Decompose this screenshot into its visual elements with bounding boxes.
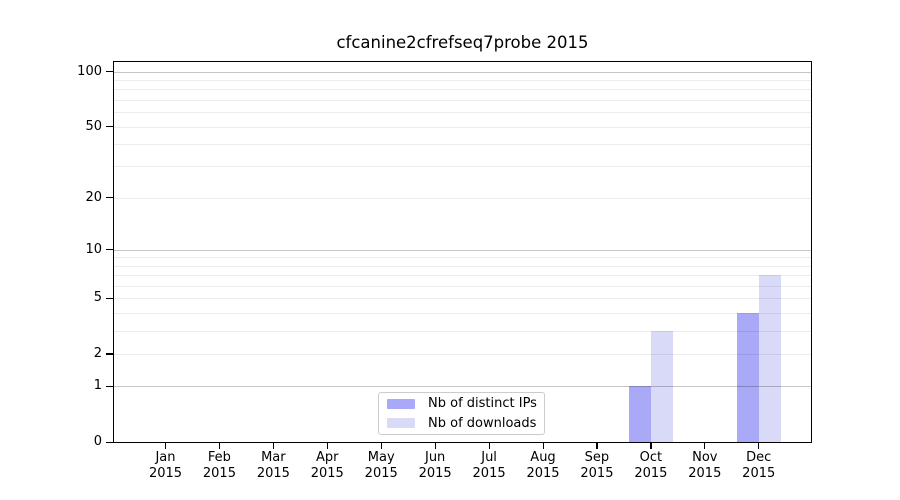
legend-label-distinct-ips: Nb of distinct IPs	[428, 396, 537, 412]
x-tick-label: Jul 2015	[447, 450, 531, 482]
x-tick	[542, 443, 544, 449]
gridline-minor	[114, 144, 811, 146]
legend-label-downloads: Nb of downloads	[428, 415, 537, 431]
x-tick	[434, 443, 436, 449]
x-tick-year: 2015	[310, 466, 344, 481]
legend-swatch-downloads	[387, 418, 415, 429]
x-tick-month: Oct	[639, 450, 663, 465]
y-tick	[106, 297, 113, 299]
x-tick-month: Aug	[530, 450, 556, 465]
gridline-minor	[114, 275, 811, 277]
x-tick-year: 2015	[634, 466, 668, 481]
y-tick-label: 20	[85, 189, 102, 205]
x-tick	[488, 443, 490, 449]
x-tick-month: Jun	[424, 450, 446, 465]
x-tick-label: Oct 2015	[609, 450, 693, 482]
x-tick	[596, 443, 598, 449]
gridline-minor	[114, 285, 811, 287]
y-tick	[106, 126, 113, 128]
x-tick	[380, 443, 382, 449]
x-tick-year: 2015	[148, 466, 183, 481]
legend-item-downloads: Nb of downloads	[379, 415, 544, 432]
y-tick-label: 100	[77, 63, 102, 79]
x-tick-month: Feb	[207, 450, 231, 465]
legend-item-distinct-ips: Nb of distinct IPs	[379, 395, 544, 412]
legend: Nb of distinct IPs Nb of downloads	[378, 392, 545, 435]
gridline-minor	[114, 298, 811, 300]
x-tick	[272, 443, 275, 449]
x-tick	[650, 443, 652, 449]
gridline-major	[114, 386, 811, 388]
y-tick-label: 2	[93, 345, 102, 361]
x-tick	[165, 443, 167, 449]
y-tick-label: 0	[93, 434, 102, 449]
gridline-minor	[114, 265, 811, 267]
x-tick-year: 2015	[364, 466, 398, 481]
gridline-major	[114, 71, 811, 73]
y-tick	[106, 71, 113, 73]
x-tick-month: Apr	[316, 450, 339, 465]
gridline-minor	[114, 353, 811, 355]
gridline-minor	[114, 330, 811, 332]
x-tick-month: May	[367, 450, 395, 465]
y-tick	[106, 353, 113, 355]
x-tick-year: 2015	[580, 466, 614, 481]
x-tick-label: Dec 2015	[717, 450, 801, 482]
x-tick-month: Nov	[692, 450, 718, 465]
bar-downloads-dec	[758, 275, 781, 442]
x-tick-month: Dec	[746, 450, 772, 465]
gridline-minor	[114, 312, 811, 314]
x-tick-label: May 2015	[339, 450, 423, 482]
chart-title: cfcanine2cfrefseq7probe 2015	[336, 33, 589, 52]
legend-swatch-distinct-ips	[387, 398, 415, 409]
x-tick-label: Jan 2015	[124, 450, 208, 482]
x-tick-year: 2015	[202, 466, 236, 481]
gridline-minor	[114, 197, 811, 199]
y-tick	[106, 197, 113, 199]
x-tick-month: Mar	[261, 450, 286, 465]
x-tick-label: Aug 2015	[501, 450, 585, 482]
y-tick-label: 1	[93, 378, 102, 394]
gridline-minor	[114, 126, 811, 128]
x-tick-year: 2015	[742, 466, 776, 481]
gridline-minor	[114, 80, 811, 82]
x-tick-label: Mar 2015	[231, 450, 315, 482]
x-tick-month: Jul	[481, 450, 497, 465]
gridline-minor	[114, 99, 811, 101]
x-tick	[704, 443, 706, 449]
x-tick-year: 2015	[688, 466, 722, 481]
y-tick-label: 5	[93, 290, 102, 306]
x-tick-year: 2015	[256, 466, 290, 481]
gridline-minor	[114, 257, 811, 259]
y-tick	[106, 249, 113, 251]
x-tick	[218, 443, 221, 449]
bar-distinct-ips-oct	[628, 386, 651, 442]
y-tick	[106, 441, 113, 443]
x-tick-label: Sep 2015	[555, 450, 639, 482]
gridline-minor	[114, 166, 811, 168]
gridline-minor	[114, 112, 811, 114]
x-tick-year: 2015	[472, 466, 506, 481]
x-tick-month: Jan	[155, 450, 176, 465]
x-tick-month: Sep	[584, 450, 610, 465]
y-tick	[106, 385, 113, 388]
gridline-major	[114, 249, 811, 251]
y-tick-label: 50	[85, 118, 102, 134]
x-tick	[758, 443, 760, 449]
y-tick-label: 10	[85, 241, 102, 257]
x-tick-year: 2015	[526, 466, 560, 481]
x-tick-label: Jun 2015	[393, 450, 477, 482]
x-tick	[326, 443, 328, 449]
plot-area	[113, 61, 812, 443]
gridline-minor	[114, 89, 811, 91]
x-tick-year: 2015	[418, 466, 452, 481]
x-tick-label: Apr 2015	[285, 450, 369, 482]
x-tick-label: Nov 2015	[663, 450, 747, 482]
bar-distinct-ips-dec	[736, 312, 759, 442]
x-tick-label: Feb 2015	[177, 450, 261, 482]
